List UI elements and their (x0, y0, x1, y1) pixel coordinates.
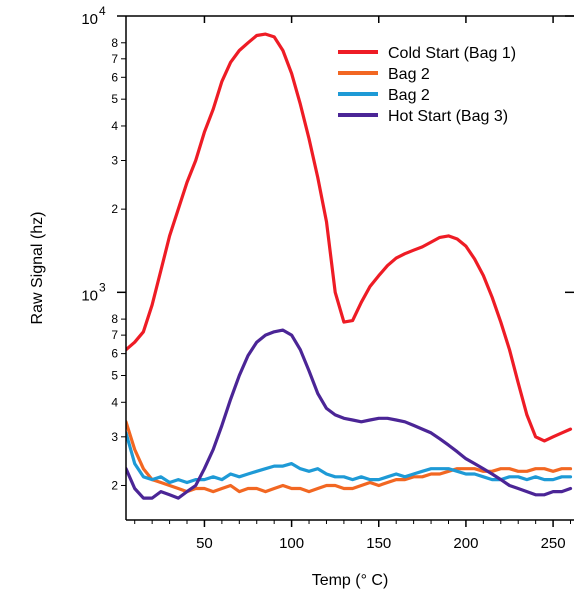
axes (125, 15, 574, 521)
y-major-tick-label: 10 (81, 287, 98, 304)
y-minor-tick-label: 6 (111, 70, 118, 84)
series-line-2 (126, 420, 573, 494)
x-tick-label: 50 (196, 535, 213, 552)
y-major-tick-exponent: 3 (99, 280, 106, 294)
legend-label: Bag 2 (388, 66, 430, 83)
y-minor-tick-label: 3 (111, 430, 118, 444)
legend-label: Bag 2 (388, 87, 430, 104)
series-line-4 (126, 328, 573, 500)
y-minor-tick-label: 4 (111, 395, 118, 409)
series-line-1 (126, 32, 573, 443)
y-minor-tick-label: 4 (111, 119, 118, 133)
y-minor-tick-label: 6 (111, 347, 118, 361)
series-line-3 (126, 431, 573, 485)
y-minor-tick-label: 8 (111, 312, 118, 326)
x-tick-label: 200 (453, 535, 478, 552)
y-minor-tick-label: 7 (111, 52, 118, 66)
y-minor-tick-label: 8 (111, 36, 118, 50)
y-major-tick-exponent: 4 (99, 4, 106, 18)
y-minor-tick-label: 5 (111, 92, 118, 106)
x-axis-label: Temp (° C) (312, 572, 389, 589)
y-minor-tick-label: 5 (111, 369, 118, 383)
x-tick-label: 100 (279, 535, 304, 552)
y-minor-tick-label: 7 (111, 328, 118, 342)
legend-label: Hot Start (Bag 3) (388, 108, 508, 125)
legend-label: Cold Start (Bag 1) (388, 45, 516, 62)
y-minor-tick-label: 2 (111, 202, 118, 216)
y-major-tick-label: 10 (81, 11, 98, 28)
y-minor-tick-label: 2 (111, 478, 118, 492)
y-minor-tick-label: 3 (111, 153, 118, 167)
x-tick-label: 250 (541, 535, 566, 552)
x-tick-label: 150 (366, 535, 391, 552)
legend: Cold Start (Bag 1) Bag 2 Bag 2 Hot Start (B… (338, 45, 516, 125)
y-axis-label: Raw Signal (hz) (29, 212, 46, 325)
plot-lines (126, 32, 573, 500)
